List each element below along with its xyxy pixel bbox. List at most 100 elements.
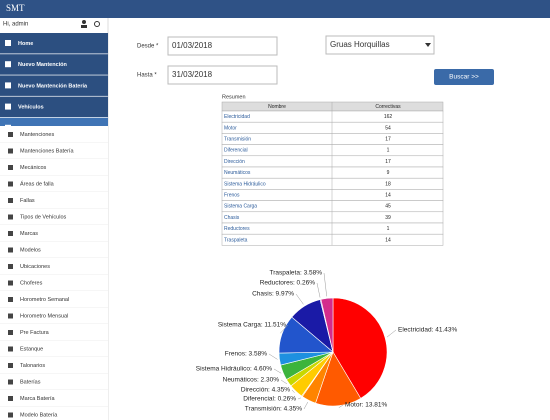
table-row: [221, 110, 444, 123]
submenu-label: Horometro Semanal: [20, 297, 69, 303]
table-row: [221, 211, 444, 224]
leader-line: [295, 293, 304, 305]
hasta-label: Hasta *: [137, 73, 157, 79]
submenu-label: Pre Factura: [20, 330, 50, 336]
table-cell-value: 54: [385, 125, 391, 131]
desde-label: Desde *: [137, 44, 159, 50]
submenu-item[interactable]: [0, 142, 108, 160]
logo: SMT: [6, 3, 25, 13]
submenu-item[interactable]: [0, 208, 108, 226]
menu-item[interactable]: [0, 75, 108, 96]
table-cell-name: Sistema Hidráulico: [224, 181, 266, 187]
submenu-item[interactable]: [0, 274, 108, 292]
select[interactable]: [325, 35, 435, 55]
table-cell-value: 14: [385, 237, 391, 243]
user: Hi, admin: [3, 22, 28, 28]
power-icon[interactable]: [94, 21, 100, 27]
submenu-item[interactable]: [0, 373, 108, 391]
table-row: [221, 222, 444, 235]
table-cell-name: Frenos: [224, 193, 240, 199]
table-cell-value: 1: [387, 226, 390, 232]
hasta-input[interactable]: [167, 65, 278, 85]
submenu-item[interactable]: [0, 175, 108, 193]
submenu-icon: [8, 198, 13, 203]
submenu-icon: [8, 346, 13, 352]
menu-item[interactable]: [0, 33, 108, 54]
submenu-item[interactable]: [0, 390, 108, 407]
table-cell-value: 14: [385, 193, 391, 199]
select-arrow: [425, 43, 431, 47]
pie-label: Electricidad: 41.43%: [398, 327, 457, 334]
pie-label: Neumáticos: 2.30%: [223, 377, 280, 384]
hasta-value: 31/03/2018: [172, 70, 213, 79]
submenu-label: Horometro Mensual: [20, 313, 68, 319]
table-cell-value: 17: [385, 137, 391, 143]
menu-item[interactable]: [0, 96, 108, 118]
submenu-label: Fallas: [20, 198, 35, 204]
submenu-label: Tipos de Vehículos: [20, 214, 67, 220]
submenu-item[interactable]: [0, 225, 108, 242]
submenu-item[interactable]: [0, 357, 108, 374]
table-row: [221, 121, 444, 134]
submenu-icon: [8, 280, 13, 286]
leader-line: [338, 404, 344, 408]
table-cell-value: 162: [384, 114, 393, 120]
submenu-label: Talonarios: [20, 363, 45, 369]
menu-icon: [5, 40, 11, 46]
table-cell-name: Electricidad: [224, 114, 250, 120]
table-cell-name: Transmisión: [224, 137, 251, 143]
table-row: [221, 155, 444, 168]
leader-line: [268, 353, 278, 360]
desde-input[interactable]: [167, 36, 278, 56]
submenu-icon: [8, 297, 13, 302]
submenu-label: Áreas de falla: [20, 180, 55, 187]
pie-label: Motor: 13.81%: [345, 402, 387, 409]
pie-slice: [332, 297, 388, 399]
submenu-icon: [8, 379, 13, 385]
submenu-icon: [8, 231, 13, 236]
select-value: Gruas Horquillas: [330, 40, 390, 49]
desde-value: 01/03/2018: [172, 41, 213, 50]
submenu-item[interactable]: [0, 241, 108, 259]
menu-item[interactable]: [0, 54, 108, 75]
submenu-item[interactable]: [0, 324, 108, 341]
submenu-item[interactable]: [0, 258, 108, 275]
table-header-cell: Correctivas: [375, 104, 401, 110]
leader-line: [280, 379, 288, 385]
pie-label: Chasis: 9.97%: [252, 291, 294, 298]
submenu-item[interactable]: [0, 291, 108, 308]
submenu-item[interactable]: [0, 406, 108, 420]
submenu-icon: [8, 330, 13, 335]
menu-icon: [5, 82, 11, 89]
table-header-cell: Nombre: [268, 104, 286, 110]
submenu-label: Mantenciones: [20, 132, 54, 138]
user-icon[interactable]: [82, 20, 86, 24]
table-cell-value: 39: [385, 215, 391, 221]
search-button[interactable]: [434, 69, 494, 85]
submenu-icon: [8, 412, 13, 418]
leader-line: [323, 272, 327, 297]
pie-label: Frenos: 3.58%: [225, 351, 267, 358]
submenu-label: Marca Batería: [20, 396, 55, 402]
submenu-item[interactable]: [0, 159, 108, 176]
menu-label: Nuevo Mantención: [18, 62, 68, 68]
user-icon-body: [81, 25, 87, 28]
submenu-item[interactable]: [0, 192, 108, 209]
table-row: [221, 189, 444, 201]
submenu-icon: [8, 165, 13, 170]
submenu-item[interactable]: [0, 126, 108, 143]
table-cell-value: 1: [387, 148, 390, 154]
table-cell-name: Dirección: [224, 159, 245, 165]
submenu-item[interactable]: [0, 340, 108, 358]
pie-label: Traspaleta: 3.58%: [269, 270, 322, 277]
submenu-label: Estanque: [20, 346, 43, 352]
submenu-icon: [8, 148, 13, 154]
pie-slice: [320, 297, 334, 353]
leader-line: [303, 401, 309, 410]
pie-label: Transmisión: 4.35%: [245, 406, 302, 413]
table-cell-name: Diferencial: [224, 148, 248, 154]
pie-label: Dirección: 4.35%: [241, 387, 290, 394]
submenu-item[interactable]: [0, 307, 108, 325]
